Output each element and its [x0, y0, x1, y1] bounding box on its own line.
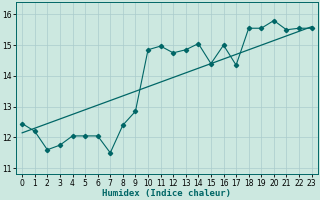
X-axis label: Humidex (Indice chaleur): Humidex (Indice chaleur)	[102, 189, 231, 198]
